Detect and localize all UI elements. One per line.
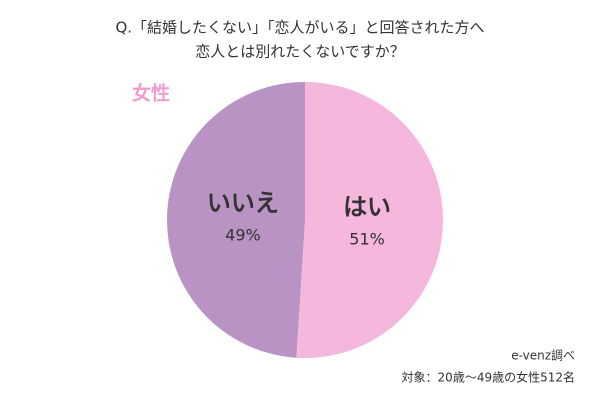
note: 対象：20歳〜49歳の女性512名: [402, 370, 575, 385]
chart-title: 恋人とは別れたくないですか？: [195, 43, 405, 61]
value-label: 49%: [225, 226, 261, 245]
slice-label: いいえ: [207, 189, 279, 217]
pie: [167, 82, 444, 359]
pie-slice: [167, 82, 305, 358]
labels: はい 51% いいえ 49%: [207, 189, 391, 248]
chart-subtitle: 女性: [132, 82, 170, 105]
value-label: 51%: [349, 229, 385, 248]
source: e-venz調べ: [511, 349, 575, 363]
slice-label: はい: [343, 193, 391, 221]
pie-slice: [296, 82, 444, 359]
chart-title: Q.「結婚したくない」「恋人がいる」と回答された方へ: [115, 19, 484, 37]
